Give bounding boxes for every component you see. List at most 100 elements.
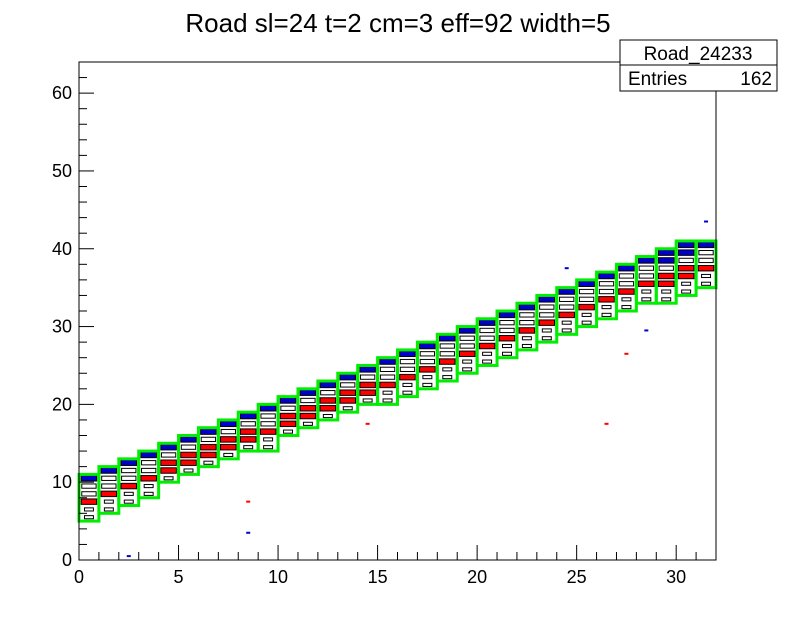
histogram-cell (160, 452, 177, 458)
x-tick-label: 25 (567, 567, 587, 587)
outlier-cell (246, 500, 251, 503)
histogram-cell (482, 359, 493, 364)
histogram-cell (681, 281, 692, 286)
histogram-cell (521, 336, 532, 341)
histogram-cell (661, 297, 672, 302)
histogram-cell (382, 398, 393, 403)
histogram-cell (638, 273, 654, 279)
histogram-cell (459, 343, 475, 349)
histogram-cell (362, 398, 373, 403)
histogram-cell (299, 412, 317, 420)
histogram-cell (80, 475, 98, 482)
histogram-cell (180, 436, 197, 443)
histogram-cell (299, 389, 317, 396)
histogram-cell (558, 288, 575, 295)
histogram-cells (80, 220, 715, 558)
histogram-cell (638, 257, 655, 264)
histogram-cell (678, 257, 694, 264)
histogram-cell (123, 499, 134, 504)
histogram-cell (379, 381, 396, 389)
histogram-cell (439, 343, 455, 349)
histogram-cell (120, 459, 138, 466)
histogram-cell (260, 413, 276, 419)
histogram-cell (701, 281, 712, 286)
histogram-cell (478, 342, 496, 350)
histogram-cell (681, 289, 692, 294)
x-tick-label: 20 (467, 567, 487, 587)
histogram-cell (502, 351, 512, 356)
histogram-cell (263, 445, 274, 450)
histogram-cell (240, 421, 256, 427)
histogram-cell (379, 374, 396, 380)
stats-box: Road_24233 Entries 162 (619, 39, 778, 92)
histogram-cell (458, 327, 476, 334)
histogram-cell (518, 327, 536, 334)
histogram-cell (618, 281, 635, 287)
histogram-cell (538, 319, 556, 326)
histogram-cell (83, 507, 94, 512)
histogram-cell (120, 482, 138, 490)
x-tick-label: 5 (174, 567, 184, 587)
histogram-cell (638, 265, 654, 271)
histogram-cell (180, 451, 197, 459)
histogram-cell (200, 451, 217, 459)
histogram-cell (100, 467, 118, 474)
histogram-cell (399, 358, 416, 365)
histogram-cell (239, 436, 257, 443)
histogram-cell (379, 358, 396, 365)
histogram-cell (677, 272, 695, 280)
y-tick-label: 30 (52, 317, 72, 337)
histogram-cell (598, 281, 615, 287)
histogram-cell (697, 241, 715, 249)
histogram-cell (103, 499, 114, 504)
histogram-cell (339, 373, 357, 381)
histogram-cell (701, 273, 712, 279)
y-tick-label: 60 (52, 83, 72, 103)
x-tick-label: 15 (368, 567, 388, 587)
histogram-cell (698, 250, 714, 256)
histogram-cell (462, 367, 473, 372)
x-tick-label: 0 (74, 567, 84, 587)
histogram-cell (601, 312, 612, 317)
histogram-cell (578, 280, 595, 287)
outlier-cell (644, 329, 649, 332)
histogram-cell (103, 507, 114, 512)
histogram-cell (180, 459, 197, 466)
y-tick-label: 50 (52, 161, 72, 181)
histogram-cell (499, 327, 515, 334)
histogram-cell (539, 304, 555, 310)
histogram-cell (419, 351, 436, 357)
histogram-cell (200, 428, 217, 435)
histogram-cell (657, 257, 675, 264)
histogram-cell (319, 381, 337, 389)
y-tick-label: 20 (52, 394, 72, 414)
histogram-cell (302, 421, 313, 426)
histogram-cell (541, 336, 552, 341)
histogram-cell (677, 264, 695, 272)
histogram-cell (439, 358, 456, 365)
histogram-cell (239, 412, 257, 420)
histogram-cell (641, 297, 652, 302)
histogram-cell (263, 437, 274, 442)
x-tick-label: 10 (268, 567, 288, 587)
histogram-cell (442, 375, 453, 380)
histogram-cell (101, 475, 117, 481)
histogram-cell (458, 350, 476, 358)
histogram-cell (498, 335, 516, 342)
histogram-cell (539, 312, 555, 318)
histogram-cell (123, 491, 134, 496)
histogram-cell (479, 335, 495, 341)
outlier-cell (624, 352, 629, 355)
histogram-cell (283, 429, 294, 434)
histogram-cell (581, 320, 592, 325)
histogram-cell (280, 405, 296, 411)
histogram-cell (419, 366, 436, 373)
histogram-cell (559, 304, 575, 310)
histogram-cell (81, 491, 97, 497)
road-outline (77, 239, 718, 523)
histogram-cell (538, 296, 556, 303)
histogram-cell (100, 490, 118, 498)
histogram-cell (502, 343, 512, 349)
stats-entries-value: 162 (740, 69, 772, 90)
outlier-cell (246, 531, 251, 534)
